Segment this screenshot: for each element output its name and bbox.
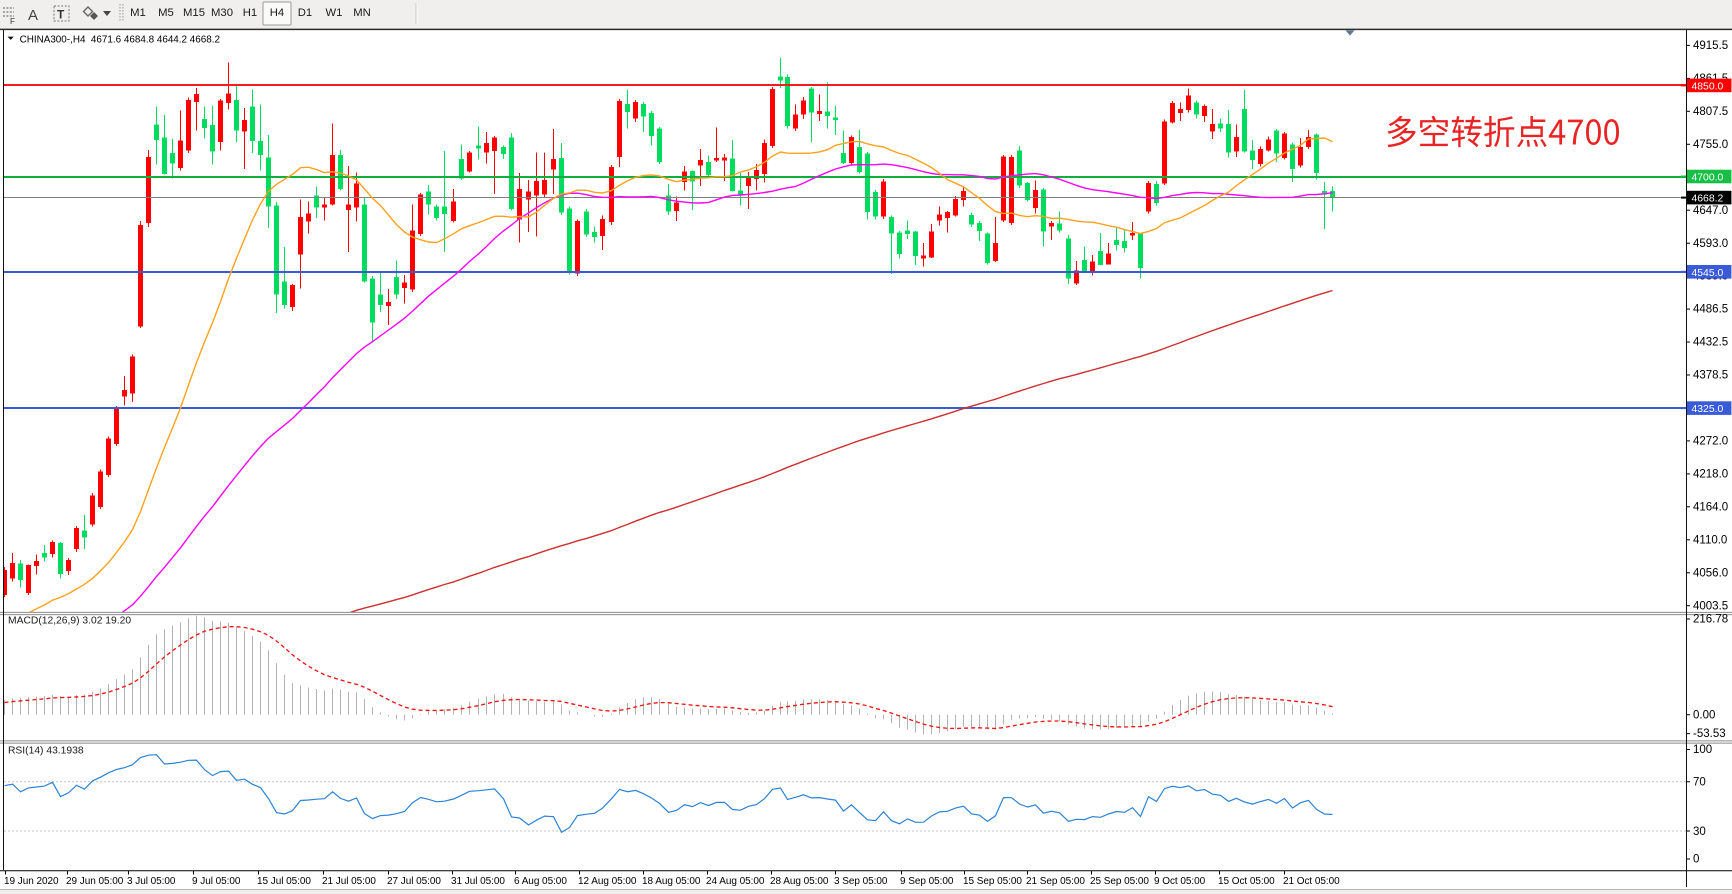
svg-text:CHINA300-,H4 4671.6 4684.8 46: CHINA300-,H4 4671.6 4684.8 4644.2 4668.2 [20, 35, 220, 46]
svg-text:4545.0: 4545.0 [1692, 268, 1724, 279]
svg-text:9 Jul 05:00: 9 Jul 05:00 [192, 876, 241, 887]
svg-text:4486.5: 4486.5 [1693, 304, 1728, 316]
svg-text:4915.5: 4915.5 [1693, 40, 1728, 52]
svg-text:21 Sep 05:00: 21 Sep 05:00 [1026, 876, 1085, 887]
svg-text:15 Jul 05:00: 15 Jul 05:00 [257, 876, 311, 887]
svg-text:4218.0: 4218.0 [1693, 469, 1728, 481]
svg-text:4325.0: 4325.0 [1692, 404, 1724, 415]
svg-text:4850.0: 4850.0 [1692, 81, 1724, 92]
svg-text:0.00: 0.00 [1693, 709, 1715, 721]
svg-text:T: T [57, 8, 65, 22]
svg-text:29 Jun 05:00: 29 Jun 05:00 [66, 876, 124, 887]
svg-text:4110.0: 4110.0 [1693, 534, 1727, 546]
svg-text:216.78: 216.78 [1693, 614, 1728, 626]
svg-text:3 Jul 05:00: 3 Jul 05:00 [127, 876, 176, 887]
svg-text:4700.0: 4700.0 [1692, 173, 1724, 184]
svg-text:24 Aug 05:00: 24 Aug 05:00 [706, 876, 765, 887]
svg-text:27 Jul 05:00: 27 Jul 05:00 [387, 876, 441, 887]
svg-text:19 Jun 2020: 19 Jun 2020 [4, 876, 59, 887]
svg-text:28 Aug 05:00: 28 Aug 05:00 [770, 876, 829, 887]
svg-text:9 Sep 05:00: 9 Sep 05:00 [900, 876, 954, 887]
svg-text:MACD(12,26,9) 3.02 19.20: MACD(12,26,9) 3.02 19.20 [8, 616, 131, 627]
svg-text:12 Aug 05:00: 12 Aug 05:00 [578, 876, 637, 887]
svg-text:-53.53: -53.53 [1693, 728, 1726, 740]
svg-text:15 Sep 05:00: 15 Sep 05:00 [963, 876, 1022, 887]
svg-text:4003.5: 4003.5 [1693, 600, 1728, 612]
svg-text:100: 100 [1693, 744, 1712, 756]
svg-text:3 Sep 05:00: 3 Sep 05:00 [834, 876, 888, 887]
svg-text:4432.5: 4432.5 [1693, 337, 1728, 349]
svg-text:4378.5: 4378.5 [1693, 370, 1728, 382]
svg-text:21 Jul 05:00: 21 Jul 05:00 [322, 876, 376, 887]
svg-text:21 Oct 05:00: 21 Oct 05:00 [1283, 876, 1340, 887]
svg-text:4668.2: 4668.2 [1692, 194, 1724, 205]
svg-text:6 Aug 05:00: 6 Aug 05:00 [514, 876, 567, 887]
svg-text:18 Aug 05:00: 18 Aug 05:00 [642, 876, 701, 887]
svg-text:31 Jul 05:00: 31 Jul 05:00 [451, 876, 505, 887]
svg-text:A: A [28, 7, 38, 24]
svg-text:30: 30 [1693, 826, 1706, 838]
svg-text:4164.0: 4164.0 [1693, 501, 1728, 513]
svg-text:4593.0: 4593.0 [1693, 238, 1728, 250]
svg-text:25 Sep 05:00: 25 Sep 05:00 [1090, 876, 1149, 887]
svg-text:9 Oct 05:00: 9 Oct 05:00 [1154, 876, 1206, 887]
svg-text:70: 70 [1693, 777, 1706, 789]
svg-text:4272.0: 4272.0 [1693, 436, 1728, 448]
svg-text:4807.5: 4807.5 [1693, 106, 1728, 118]
svg-text:F: F [10, 17, 15, 26]
svg-text:4755.0: 4755.0 [1693, 139, 1728, 151]
svg-text:4056.0: 4056.0 [1693, 567, 1728, 579]
svg-text:RSI(14) 43.1938: RSI(14) 43.1938 [8, 746, 84, 757]
svg-text:15 Oct 05:00: 15 Oct 05:00 [1218, 876, 1275, 887]
svg-text:4647.0: 4647.0 [1693, 205, 1728, 217]
svg-text:0: 0 [1693, 854, 1699, 866]
